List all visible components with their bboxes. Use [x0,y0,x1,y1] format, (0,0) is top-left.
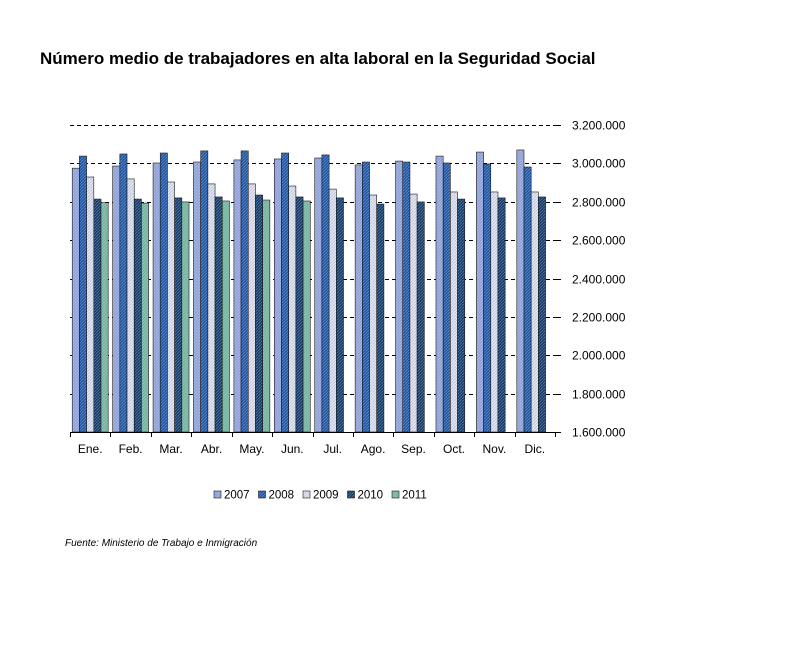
bar-2010-jul [336,197,344,433]
bar-2008-nov [483,163,492,433]
bar-2007-ago [354,164,363,433]
bar-2011-feb [141,202,149,433]
bar-2010-ago [376,203,385,433]
bar-2010-jun [295,196,304,433]
bar-2009-mar [167,181,175,433]
bar-2007-oct [435,155,444,433]
bar-2011-abr [221,200,230,433]
source-note: Fuente: Ministerio de Trabajo e Inmigrac… [65,538,258,549]
bar-2010-may [255,194,263,433]
y-axis: 1.600.000 1.800.000 2.000.000 2.200.000 2.40… [557,119,626,440]
legend-item-2008: 2008 [258,490,295,502]
bar-2007-jul [314,157,323,433]
y-tick-label: 3.200.000 [572,119,626,133]
bar-2009-sep [409,193,418,433]
bar-2010-ene [93,198,102,433]
x-tick-label-feb: Feb. [119,442,143,456]
bar-2009-nov [490,191,499,433]
legend-label-2009: 2009 [313,490,339,502]
x-tick-label-abr: Abr. [201,442,222,456]
bar-2010-feb [133,198,142,433]
bar-2007-may [233,159,242,433]
x-tick-label-jun: Jun. [281,442,304,456]
bar-2009-feb [126,178,135,433]
x-tick-label-oct: Oct. [443,442,465,456]
bars [71,149,546,433]
y-tick-label: 2.600.000 [572,234,626,248]
legend-item-2007: 2007 [213,490,250,502]
legend-swatch-2008 [258,490,266,499]
bar-2008-may [240,150,249,433]
bar-2008-sep [402,161,411,433]
x-tick-label-dic: Dic. [524,442,545,456]
legend-swatch-2011 [391,490,400,499]
bar-2007-feb [112,165,121,433]
bar-2011-jun [302,200,311,433]
x-axis: Ene. Feb. Mar. Abr. May. Jun. Jul. Ago. Sep. Oct.… [70,432,557,456]
legend-swatch-2010 [347,490,355,499]
legend-label-2010: 2010 [358,490,384,502]
x-tick-label-jul: Jul. [323,442,342,456]
y-tick-label: 1.600.000 [572,426,626,440]
y-tick-label: 2.000.000 [572,349,626,363]
bar-2007-dic [516,149,525,433]
legend-item-2009: 2009 [302,490,339,502]
bar-2009-ago [369,194,378,433]
bar-2007-sep [395,160,404,433]
x-tick-label-ago: Ago. [361,442,386,456]
bar-2008-mar [159,152,168,433]
y-tick-label: 3.000.000 [572,157,626,171]
bar-2007-ene [71,167,80,433]
bar-2011-may [262,199,271,433]
bar-2010-dic [538,196,546,433]
bar-2008-jun [281,152,289,433]
bar-2011-ene [100,202,109,433]
bar-2007-mar [152,162,161,433]
y-tick-label: 2.200.000 [572,311,626,325]
x-tick-label-ene: Ene. [78,442,103,456]
bar-2007-jun [274,158,282,433]
legend-label-2007: 2007 [224,490,250,502]
bar-2009-ene [86,176,95,433]
legend-swatch-2009 [302,490,311,499]
bar-2010-abr [214,196,223,433]
bar-2008-dic [523,166,532,433]
legend-item-2010: 2010 [347,490,384,502]
y-tick-label: 1.800.000 [572,388,626,402]
legend-label-2008: 2008 [269,490,295,502]
bar-2010-mar [174,197,183,433]
x-tick-label-mar: Mar. [159,442,182,456]
bar-2008-jul [321,154,330,433]
bar-2009-jun [288,185,297,433]
bar-2009-jul [328,188,337,433]
bar-2008-oct [442,162,451,433]
bar-2011-mar [181,201,190,433]
y-tick-label: 2.400.000 [572,273,626,287]
bar-2010-sep [416,201,425,433]
bar-2008-ene [79,155,87,433]
bar-2010-nov [497,197,506,433]
bar-2007-abr [193,161,201,433]
bar-2009-abr [207,183,216,433]
bar-2009-dic [530,191,539,433]
bar-2009-may [247,183,256,433]
y-tick-label: 2.800.000 [572,196,626,210]
bar-2010-oct [457,198,466,433]
legend-item-2011: 2011 [391,490,427,502]
bar-2008-ago [362,161,370,433]
bar-2008-abr [200,150,209,433]
bar-2007-nov [476,151,484,433]
x-tick-label-sep: Sep. [401,442,426,456]
legend-swatch-2007 [213,490,222,499]
bar-2008-feb [119,153,128,433]
chart-title: Número medio de trabajadores en alta lab… [40,49,596,68]
legend-label-2011: 2011 [402,490,427,502]
legend: 2007 2008 2009 2010 2011 [213,490,427,502]
bar-2009-oct [450,191,458,433]
x-tick-label-nov: Nov. [483,442,507,456]
x-tick-label-may: May. [239,442,264,456]
